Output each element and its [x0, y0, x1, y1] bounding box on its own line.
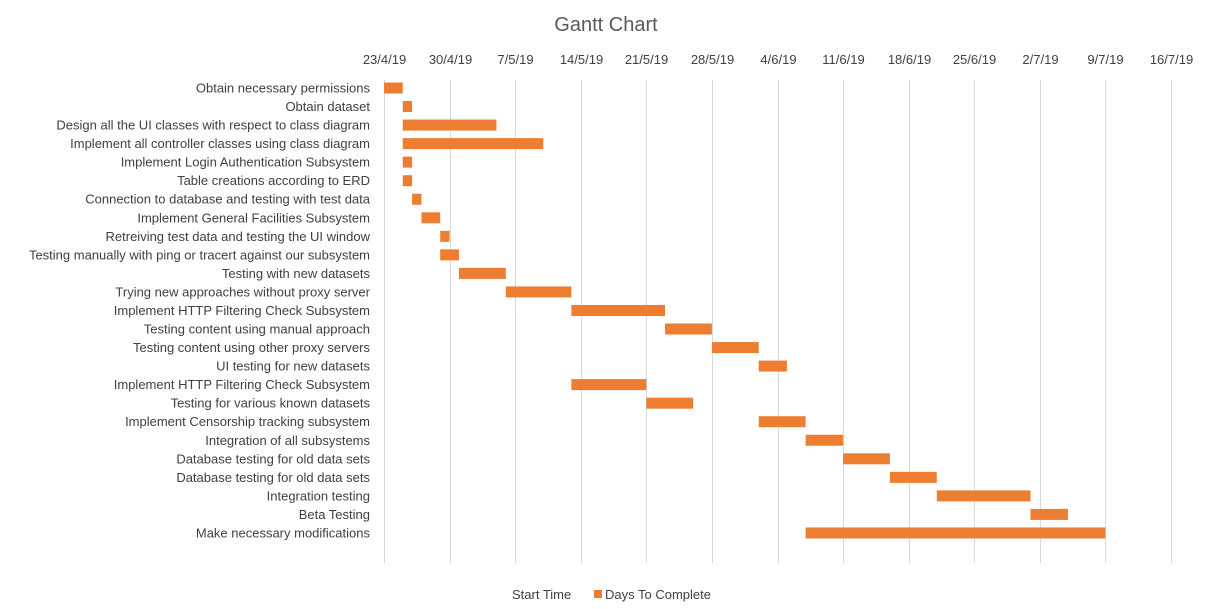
task-bar: [936, 490, 1031, 502]
task-bars: [384, 82, 1106, 539]
task-bar: [402, 138, 544, 150]
x-tick-label: 4/6/19: [760, 52, 796, 67]
task-label: Trying new approaches without proxy serv…: [115, 284, 370, 299]
gridlines: [384, 80, 1172, 563]
task-bar: [646, 397, 694, 409]
task-label: Database testing for old data sets: [176, 451, 370, 466]
legend-days-swatch: [594, 590, 602, 598]
task-bar: [843, 453, 890, 465]
task-label: Implement HTTP Filtering Check Subsystem: [114, 303, 370, 318]
task-label: Design all the UI classes with respect t…: [56, 118, 370, 133]
task-label: Obtain necessary permissions: [196, 81, 371, 96]
x-tick-label: 21/5/19: [625, 52, 668, 67]
task-label: Integration of all subsystems: [205, 433, 370, 448]
task-label: Integration testing: [267, 488, 370, 503]
x-tick-label: 30/4/19: [429, 52, 472, 67]
task-label: Retreiving test data and testing the UI …: [106, 229, 371, 244]
task-bar: [805, 527, 1106, 539]
task-bar: [505, 286, 572, 298]
task-label: Testing content using manual approach: [144, 322, 370, 337]
task-bar: [571, 379, 647, 391]
task-label: Implement Censorship tracking subsystem: [125, 414, 370, 429]
task-label: Implement all controller classes using c…: [70, 136, 370, 151]
legend-start-time-label: Start Time: [512, 587, 571, 602]
legend-days-to-complete-label: Days To Complete: [605, 587, 711, 602]
task-label: Beta Testing: [299, 507, 370, 522]
x-axis-ticks: 23/4/19 30/4/19 7/5/19 14/5/19 21/5/19 28/5/1…: [363, 52, 1193, 67]
task-label: Table creations according to ERD: [177, 173, 370, 188]
task-bar: [440, 230, 450, 242]
task-bar: [805, 434, 844, 446]
task-labels: Obtain necessary permissions Obtain datas…: [29, 81, 371, 541]
task-label: Obtain dataset: [285, 99, 370, 114]
x-tick-label: 11/6/19: [822, 52, 864, 67]
task-bar: [665, 323, 712, 335]
task-bar: [440, 249, 459, 261]
task-label: Testing content using other proxy server…: [133, 340, 371, 355]
task-bar: [758, 416, 806, 428]
task-bar: [402, 101, 413, 113]
x-tick-label: 28/5/19: [691, 52, 734, 67]
x-tick-label: 23/4/19: [363, 52, 406, 67]
task-label: Implement HTTP Filtering Check Subsystem: [114, 377, 370, 392]
x-tick-label: 7/5/19: [497, 52, 533, 67]
task-bar: [758, 360, 787, 372]
task-bar: [458, 267, 506, 279]
task-label: Testing with new datasets: [222, 266, 371, 281]
task-label: Database testing for old data sets: [176, 470, 370, 485]
task-label: Testing for various known datasets: [171, 396, 371, 411]
task-bar: [1030, 508, 1068, 520]
x-tick-label: 2/7/19: [1022, 52, 1058, 67]
chart-title: Gantt Chart: [554, 14, 658, 36]
x-tick-label: 16/7/19: [1150, 52, 1193, 67]
task-label: Connection to database and testing with …: [85, 192, 371, 207]
task-bar: [402, 119, 497, 131]
task-bar: [402, 175, 413, 187]
task-label: Testing manually with ping or tracert ag…: [29, 247, 370, 262]
task-bar: [412, 193, 422, 205]
task-bar: [889, 471, 937, 483]
task-bar: [402, 156, 413, 168]
task-label: Implement Login Authentication Subsystem: [121, 155, 370, 170]
task-bar: [421, 212, 441, 224]
legend: Start Time Days To Complete: [512, 587, 711, 602]
x-tick-label: 14/5/19: [560, 52, 603, 67]
x-tick-label: 18/6/19: [888, 52, 931, 67]
task-label: Implement General Facilities Subsystem: [137, 210, 370, 225]
task-bar: [711, 342, 759, 354]
task-label: Make necessary modifications: [196, 525, 371, 540]
x-tick-label: 9/7/19: [1087, 52, 1123, 67]
task-bar: [384, 82, 403, 94]
task-bar: [571, 304, 666, 316]
task-label: UI testing for new datasets: [216, 359, 370, 374]
x-tick-label: 25/6/19: [953, 52, 996, 67]
